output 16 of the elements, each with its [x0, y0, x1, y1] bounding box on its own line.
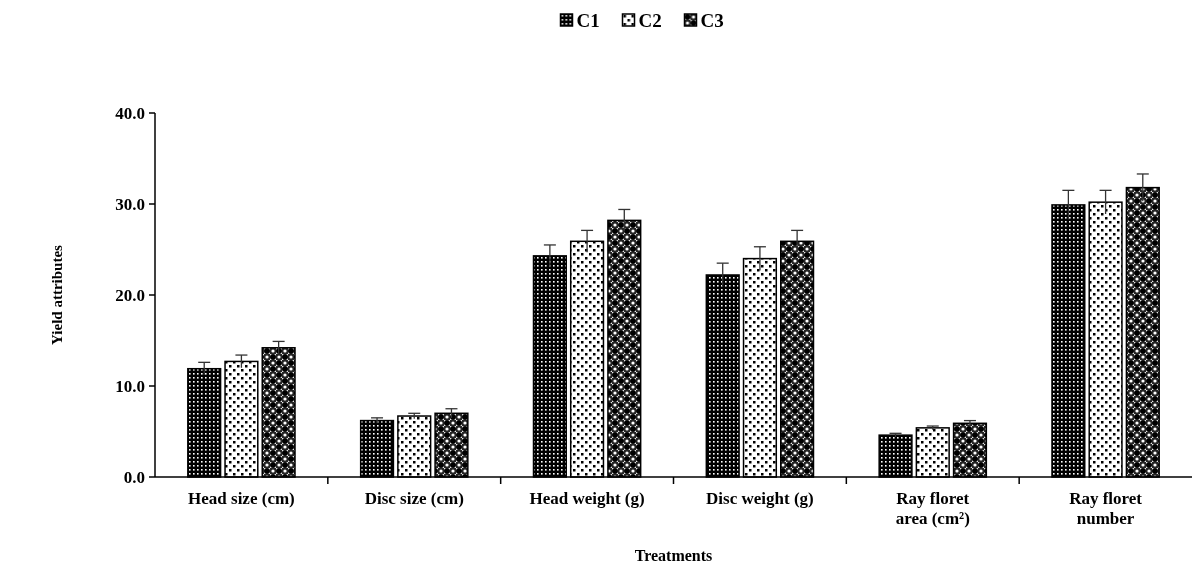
x-tick-label: Disc size (cm) [364, 489, 464, 508]
x-axis-title: Treatments [634, 547, 713, 564]
y-tick-label: 20.0 [115, 285, 145, 305]
x-tick-label: Head size (cm) [188, 489, 295, 508]
legend-label: C2 [638, 9, 662, 31]
y-axis-title: Yield attributes [49, 244, 65, 345]
y-tick-label: 30.0 [115, 194, 145, 214]
y-tick-label: 0.0 [123, 467, 145, 487]
legend-label: C1 [576, 9, 600, 31]
x-tick-label: Ray floret area (cm²) [895, 489, 970, 528]
y-tick-label: 10.0 [115, 376, 145, 396]
x-tick-label: Head weight (g) [529, 489, 645, 508]
x-tick-label: Disc weight (g) [706, 489, 814, 508]
x-tick-label: Ray floret number [1069, 489, 1143, 528]
y-tick-label: 40.0 [115, 103, 145, 123]
legend-label: C3 [700, 9, 724, 31]
